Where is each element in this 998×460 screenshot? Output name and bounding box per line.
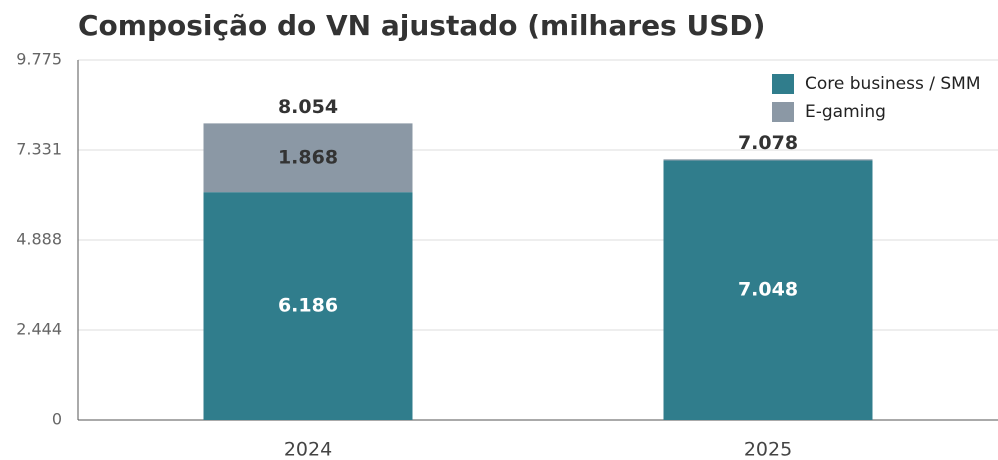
data-label: 1.868 bbox=[278, 146, 338, 168]
y-tick-label: 0 bbox=[52, 410, 62, 429]
chart-title: Composição do VN ajustado (milhares USD) bbox=[78, 9, 765, 42]
legend-swatch bbox=[772, 102, 794, 122]
bar-segment bbox=[663, 159, 873, 161]
y-tick-label: 7.331 bbox=[16, 140, 62, 159]
data-label: 6.186 bbox=[278, 295, 338, 317]
bar-segment bbox=[203, 192, 413, 420]
x-tick-label: 2024 bbox=[284, 439, 332, 460]
total-label: 8.054 bbox=[278, 96, 338, 118]
data-label: 7.048 bbox=[738, 279, 798, 301]
bar-segment bbox=[203, 123, 413, 193]
y-tick-label: 2.444 bbox=[16, 319, 62, 338]
legend-swatch bbox=[772, 74, 794, 94]
x-tick-label: 2025 bbox=[744, 439, 792, 460]
bar-segment bbox=[663, 160, 873, 421]
legend-label: E-gaming bbox=[805, 102, 886, 122]
total-label: 7.078 bbox=[738, 132, 798, 154]
y-tick-label: 4.888 bbox=[16, 229, 62, 248]
y-tick-label: 9.775 bbox=[16, 50, 62, 69]
legend-label: Core business / SMM bbox=[805, 74, 981, 94]
